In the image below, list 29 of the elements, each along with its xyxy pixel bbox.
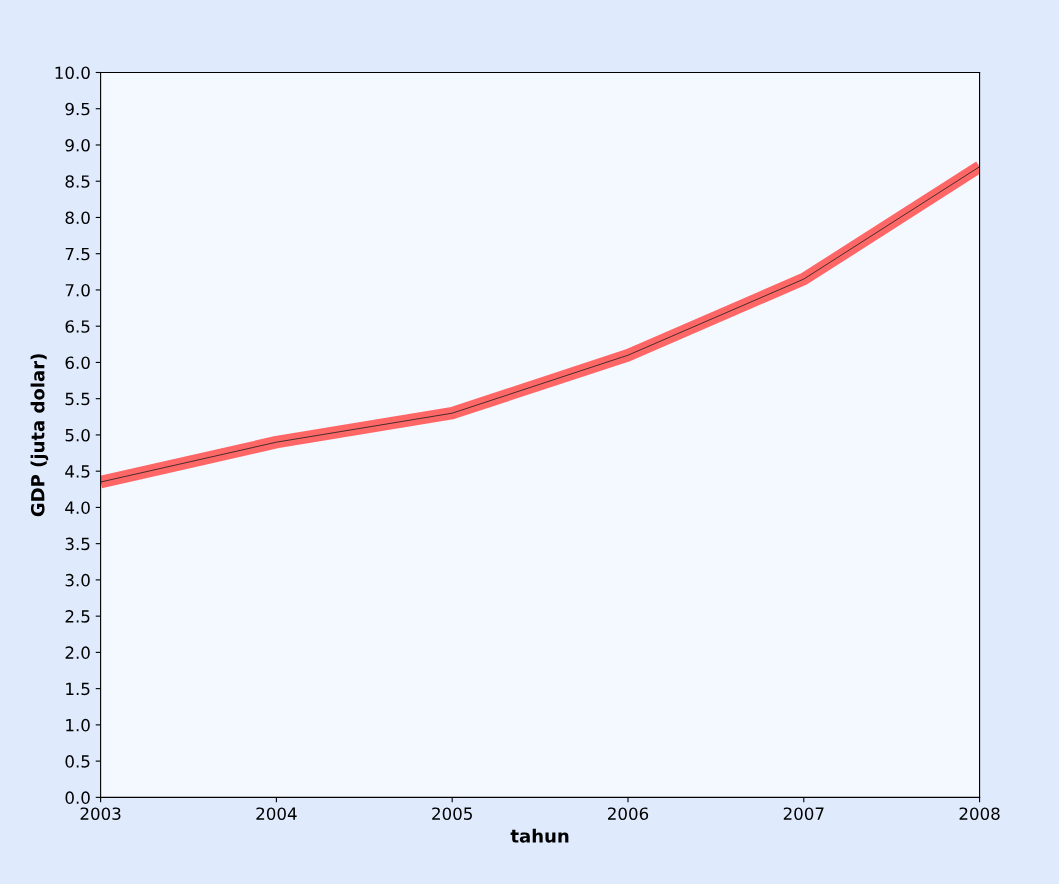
y-tick-label: 8.5: [65, 175, 90, 188]
y-axis-title: GDP (juta dolar): [30, 354, 49, 517]
y-tick-label: 5.0: [65, 428, 90, 442]
y-tick-label: 7.5: [65, 247, 90, 261]
y-tick-label: 3.0: [65, 573, 90, 587]
y-tick-label: 6.5: [65, 320, 90, 333]
x-tick-label: 2004: [256, 807, 297, 820]
y-tick-label: 0.5: [65, 755, 90, 768]
y-tick-label: 3.5: [65, 537, 90, 551]
y-tick-label: 2.5: [65, 610, 90, 623]
x-tick-label: 2008: [959, 807, 1000, 820]
y-tick-label: 9.0: [65, 138, 90, 152]
y-tick-label: 1.5: [66, 682, 90, 696]
y-tick-label: 0.0: [65, 791, 90, 804]
y-tick-label: 4.5: [65, 465, 90, 478]
y-tick-label: 8.0: [65, 211, 90, 225]
y-tick-label: 5.5: [65, 392, 90, 406]
y-tick-label: 6.0: [65, 356, 90, 370]
y-tick-label: 9.5: [65, 102, 90, 116]
x-tick-label: 2003: [80, 807, 121, 820]
x-tick-label: 2005: [432, 807, 472, 820]
y-tick-label: 1.0: [66, 718, 90, 732]
x-tick-label: 2007: [783, 807, 824, 820]
y-tick-label: 7.0: [65, 283, 90, 297]
x-axis-title: tahun: [510, 828, 569, 843]
x-tick-label: 2006: [608, 807, 649, 820]
y-tick-label: 10.0: [55, 66, 90, 80]
y-tick-label: 2.0: [65, 646, 90, 659]
y-tick-label: 4.0: [65, 501, 90, 514]
